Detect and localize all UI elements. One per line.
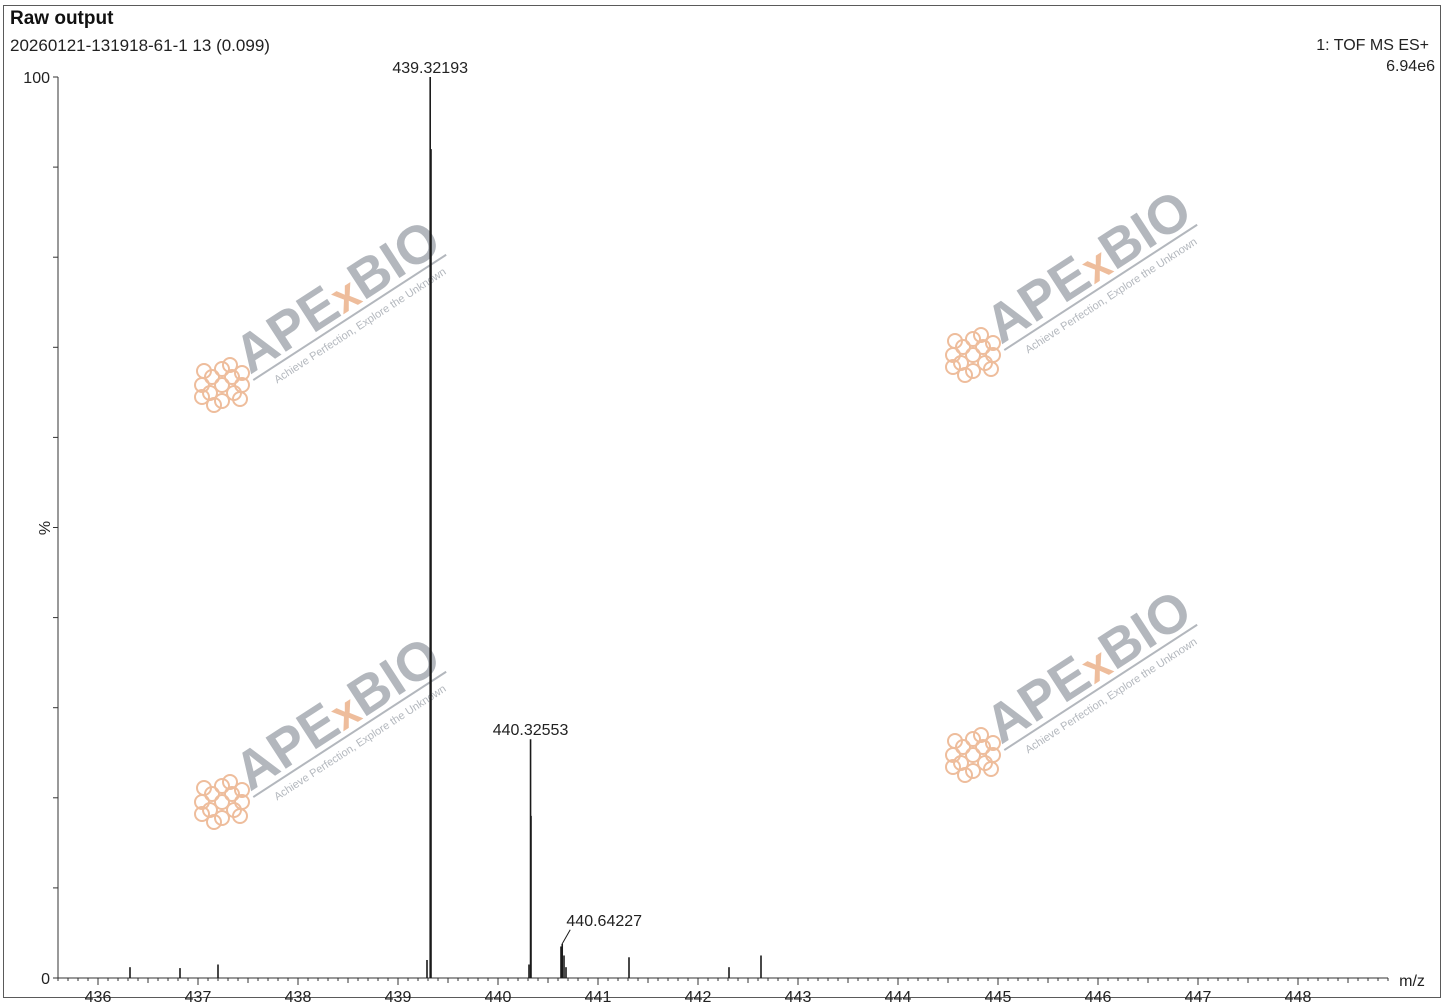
peak-label: 440.32553 (493, 722, 569, 739)
watermark-cell-icon (985, 735, 1001, 751)
watermark-cell-icon (973, 727, 989, 743)
y-axis-label: % (37, 521, 54, 535)
watermark-cell-icon (957, 767, 973, 783)
watermark-rule (1003, 623, 1198, 751)
watermark-cell-icon (222, 774, 238, 790)
y-tick-label: 100 (23, 70, 50, 87)
watermark-cell-icon (222, 357, 238, 373)
x-tick-label: 442 (685, 989, 712, 1003)
watermark-cell-icon (965, 363, 981, 379)
chart-title: Raw output (10, 8, 114, 29)
watermark-cell-icon (947, 733, 963, 749)
watermark-cell-icon (232, 391, 248, 407)
x-tick-label: 440 (485, 989, 512, 1003)
watermark-cell-icon (975, 339, 991, 355)
x-tick-label: 443 (785, 989, 812, 1003)
watermark-brand: APExBIO (975, 179, 1202, 355)
watermark-cell-icon (194, 389, 210, 405)
watermark-cell-icon (194, 806, 210, 822)
watermark-cell-icon (947, 333, 963, 349)
watermark-cell-icon (214, 810, 230, 826)
watermark-brand: APExBIO (224, 626, 451, 802)
watermark-cell-icon (214, 794, 230, 810)
peak-label: 439.32193 (392, 60, 468, 77)
watermark-cell-icon (965, 747, 981, 763)
watermark-cell-icon (214, 393, 230, 409)
x-tick-label: 437 (185, 989, 212, 1003)
x-tick-label: 438 (285, 989, 312, 1003)
watermark-cell-icon (975, 739, 991, 755)
watermark-rule (252, 253, 447, 381)
x-tick-label: 444 (885, 989, 912, 1003)
x-tick-label: 448 (1285, 989, 1312, 1003)
watermark-cell-icon (214, 778, 230, 794)
watermark-cell-icon (965, 347, 981, 363)
watermark-cell-icon (945, 759, 961, 775)
watermark-cell-icon (965, 763, 981, 779)
watermark-cell-icon (232, 808, 248, 824)
peak-label-leader (561, 929, 571, 945)
watermark-cell-icon (206, 397, 222, 413)
watermark-cell-icon (196, 363, 212, 379)
x-tick-label: 447 (1185, 989, 1212, 1003)
x-axis-label: m/z (1399, 973, 1425, 990)
peak-labels: 439.32193 440.32553 440.64227 (392, 60, 642, 945)
x-tick-label: 445 (985, 989, 1012, 1003)
watermark-cell-icon (983, 361, 999, 377)
watermark-cell-icon (945, 359, 961, 375)
watermark-brand: APExBIO (975, 579, 1202, 755)
watermark-cell-icon (206, 814, 222, 830)
base-peak-intensity: 6.94e6 (1386, 58, 1435, 75)
watermark-cell-icon (957, 367, 973, 383)
peaks (129, 77, 762, 978)
x-tick-label: 439 (385, 989, 412, 1003)
x-tick-label: 446 (1085, 989, 1112, 1003)
watermark-cell-icon (196, 780, 212, 796)
watermark-cell-icon (983, 761, 999, 777)
axes: 0 100% 436 437 438 439 440 441 442 443 444 445 446 44… (23, 70, 1425, 1003)
watermark-cell-icon (224, 369, 240, 385)
watermark-cell-icon (985, 335, 1001, 351)
sample-id: 20260121-131918-61-1 13 (0.099) (10, 36, 270, 55)
x-tick-label: 436 (85, 989, 112, 1003)
peak-label: 440.64227 (566, 913, 642, 930)
spectrum-frame (3, 5, 1441, 998)
x-tick-label: 441 (585, 989, 612, 1003)
watermark-cell-icon (224, 786, 240, 802)
watermark-brand: APExBIO (224, 209, 451, 385)
watermark-cell-icon (973, 327, 989, 343)
watermark-rule (1003, 223, 1198, 351)
watermark-rule (252, 670, 447, 798)
acquisition-mode: 1: TOF MS ES+ (1316, 37, 1429, 54)
y-tick-label: 0 (41, 971, 50, 988)
watermark-cell-icon (214, 377, 230, 393)
watermark-cell-icon (965, 331, 981, 347)
watermark-cell-icon (214, 361, 230, 377)
watermark-cell-icon (234, 782, 250, 798)
watermark-cell-icon (965, 731, 981, 747)
watermark-cell-icon (234, 365, 250, 381)
